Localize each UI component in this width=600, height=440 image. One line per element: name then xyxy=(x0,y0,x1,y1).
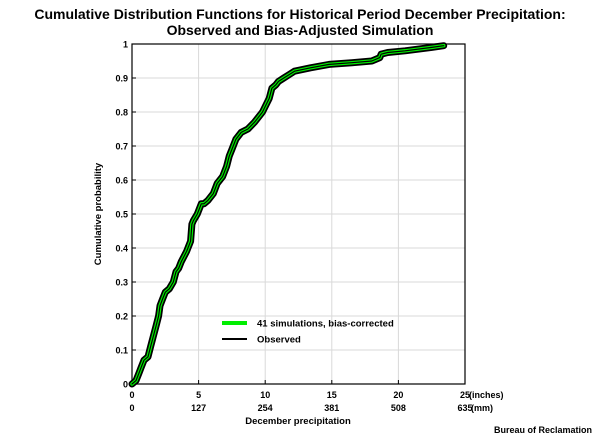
y-tick-label: 0 xyxy=(123,380,128,390)
y-tick-label: 0.7 xyxy=(115,142,128,152)
credit-text: Bureau of Reclamation xyxy=(493,425,592,435)
chart-title: Cumulative Distribution Functions for Hi… xyxy=(0,6,600,38)
x-tick-label-mm: 635 xyxy=(457,403,472,413)
x-tick-label-mm: 381 xyxy=(324,403,339,413)
x-axis-ticks: 0 0 5 127 10 254 15 381 20 508 25 635 xyxy=(129,380,473,413)
x-tick-label-inches: 10 xyxy=(260,390,270,400)
x-tick-label-mm: 127 xyxy=(191,403,206,413)
y-tick-label: 0.9 xyxy=(115,74,128,84)
y-tick-label: 0.3 xyxy=(115,278,128,288)
x-tick-label-inches: 0 xyxy=(129,390,134,400)
y-tick-label: 0.1 xyxy=(115,346,128,356)
series-lines xyxy=(128,42,448,388)
series-line-observed xyxy=(131,45,445,385)
y-axis-ticks: 0 0.1 0.2 0.3 0.4 0.5 0.6 0.7 0.8 0.9 1 xyxy=(115,40,136,390)
x-tick-label-inches: 5 xyxy=(196,390,201,400)
y-tick-label: 0.5 xyxy=(115,210,128,220)
y-tick-label: 1 xyxy=(123,40,128,50)
x-tick-label-mm: 0 xyxy=(129,403,134,413)
x-unit-inches: (inches) xyxy=(469,390,504,400)
x-unit-mm: (mm) xyxy=(471,403,493,413)
x-tick-label-mm: 508 xyxy=(391,403,406,413)
y-tick-label: 0.8 xyxy=(115,108,128,118)
grid-lines xyxy=(131,43,466,385)
y-tick-label: 0.4 xyxy=(115,244,128,254)
y-tick-label: 0.2 xyxy=(115,312,128,322)
x-tick-label-mm: 254 xyxy=(258,403,273,413)
y-axis-label: Cumulative probability xyxy=(93,162,104,265)
chart-title-line-2: Observed and Bias-Adjusted Simulation xyxy=(166,22,434,38)
y-tick-label: 0.6 xyxy=(115,176,128,186)
legend-label-sim: 41 simulations, bias-corrected xyxy=(257,319,394,330)
x-tick-label-inches: 15 xyxy=(327,390,337,400)
legend: 41 simulations, bias-corrected Observed xyxy=(222,319,394,346)
series-line-outline xyxy=(128,42,448,388)
series-line-bias-corrected xyxy=(130,43,446,386)
legend-label-observed: Observed xyxy=(257,335,301,346)
x-axis-label: December precipitation xyxy=(245,416,351,427)
chart-title-line-1: Cumulative Distribution Functions for Hi… xyxy=(34,6,566,22)
x-tick-label-inches: 25 xyxy=(460,390,470,400)
x-tick-label-inches: 20 xyxy=(393,390,403,400)
